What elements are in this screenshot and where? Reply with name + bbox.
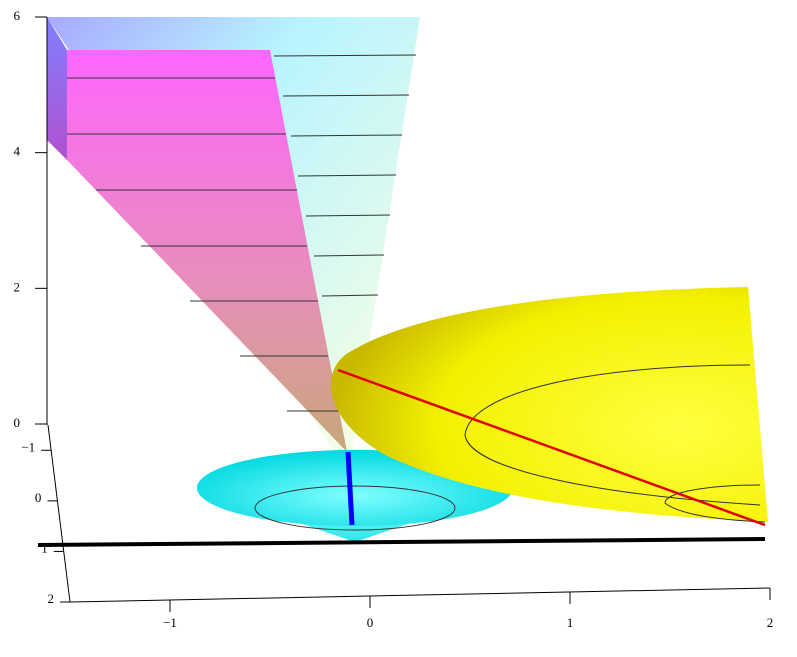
z-tick-label: 2 (14, 279, 21, 294)
x-axis (69, 587, 771, 603)
side-face (47, 17, 67, 160)
y-tick-label: 0 (35, 490, 42, 505)
y-axis (47, 424, 71, 603)
y-tick-label: −1 (21, 439, 35, 454)
surfaces (37, 17, 768, 547)
yellow-cone (330, 287, 768, 522)
yellow-contour (464, 364, 761, 506)
axes (46, 17, 771, 603)
contour-lines (67, 54, 417, 412)
blue-line (345, 451, 355, 526)
z-tick-label: 4 (14, 144, 21, 159)
teal-contour (254, 485, 456, 531)
z-tick-label: 6 (14, 8, 21, 23)
y-tick-label: 1 (41, 540, 48, 555)
x-tick-label: 1 (567, 615, 574, 630)
magenta-surface (67, 50, 347, 452)
x-tick-label: −1 (163, 615, 177, 630)
red-line (337, 368, 766, 527)
yellow-contour (664, 484, 766, 523)
z-tick-label: 0 (14, 415, 21, 430)
base-line (37, 537, 766, 547)
y-tick-label: 2 (48, 591, 55, 606)
x-tick-label: 0 (367, 615, 374, 630)
x-tick-label: 2 (767, 615, 774, 630)
